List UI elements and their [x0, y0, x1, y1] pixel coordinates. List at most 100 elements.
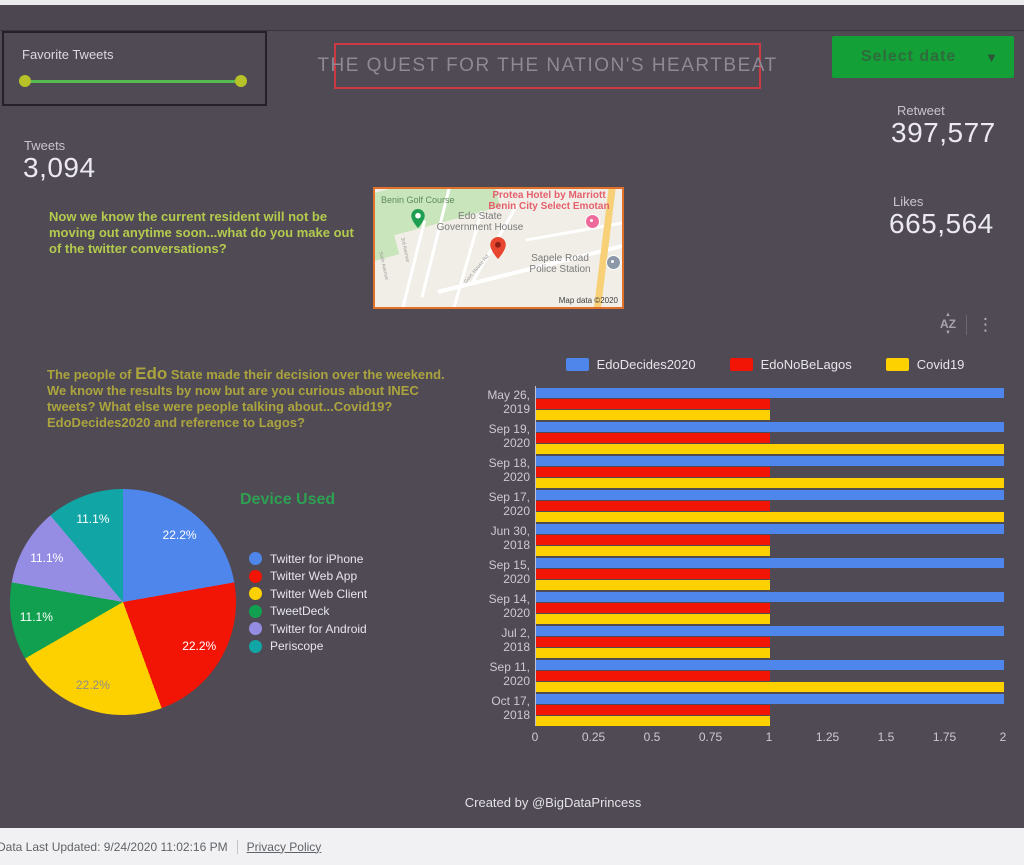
- bar-edodecides2020[interactable]: [536, 694, 1004, 704]
- legend-label: Covid19: [916, 357, 965, 372]
- pie-legend-item[interactable]: Periscope: [249, 638, 367, 656]
- likes-stat-label: Likes: [893, 194, 924, 209]
- select-date-label: Select date: [860, 48, 957, 65]
- bar-edodecides2020[interactable]: [536, 558, 1004, 568]
- bar-group: [536, 692, 1004, 726]
- bar-chart-value-axis: 0 0.25 0.5 0.75 1 1.25 1.5 1.75 2: [531, 730, 1007, 744]
- bar-edonobelagos[interactable]: [536, 671, 770, 681]
- kebab-menu-icon[interactable]: ⋮: [977, 315, 994, 334]
- hotel-label: Protea Hotel by Marriott Benin City Selec…: [488, 190, 610, 212]
- bar-chart-legend: EdoDecides2020 EdoNoBeLagos Covid19: [525, 357, 1005, 372]
- bar-edodecides2020[interactable]: [536, 422, 1004, 432]
- x-axis-tick: 1.5: [877, 730, 895, 744]
- bar-edodecides2020[interactable]: [536, 524, 1004, 534]
- pie-slice-label: 11.1%: [30, 551, 64, 565]
- created-by-credit: Created by @BigDataPrincess: [464, 795, 642, 810]
- legend-label: Twitter Web App: [270, 569, 358, 584]
- pie-legend-item[interactable]: Twitter for iPhone: [249, 550, 367, 568]
- bar-covid19[interactable]: [536, 682, 1004, 692]
- bar-covid19[interactable]: [536, 512, 1004, 522]
- sort-az-label: AZ: [940, 317, 956, 331]
- bar-legend-item[interactable]: EdoDecides2020: [565, 357, 696, 372]
- x-axis-tick: 0.75: [698, 730, 723, 744]
- bar-edodecides2020[interactable]: [536, 592, 1004, 602]
- bar-covid19[interactable]: [536, 580, 770, 590]
- device-used-pie-chart[interactable]: 22.2% 22.2% 22.2% 11.1% 11.1% 11.1%: [10, 489, 236, 715]
- police-station-label: Sapele Road Police Station: [529, 253, 591, 275]
- legend-label: TweetDeck: [270, 604, 330, 619]
- pie-chart-title: Device Used: [240, 491, 336, 508]
- dashboard-title-box: THE QUEST FOR THE NATION'S HEARTBEAT: [317, 43, 776, 89]
- x-axis-tick: 2: [999, 730, 1007, 744]
- x-axis-tick: 0: [531, 730, 539, 744]
- legend-dot: [249, 622, 262, 636]
- favorite-tweets-filter-label: Favorite Tweets: [22, 47, 114, 62]
- bar-covid19[interactable]: [536, 614, 770, 624]
- privacy-policy-link[interactable]: Privacy Policy: [246, 839, 322, 854]
- legend-swatch: [565, 358, 589, 371]
- bar-group: [536, 454, 1004, 488]
- chart-header-controls: ▲ AZ ▼ ⋮: [940, 312, 994, 337]
- x-axis-tick: 1.75: [932, 730, 957, 744]
- bar-edonobelagos[interactable]: [536, 569, 770, 579]
- bar-edonobelagos[interactable]: [536, 705, 770, 715]
- benin-city-map[interactable]: Benin Golf Course Protea Hotel by Marrio…: [373, 187, 624, 309]
- bar-covid19[interactable]: [536, 716, 770, 726]
- bar-edonobelagos[interactable]: [536, 433, 770, 443]
- pie-legend-item[interactable]: Twitter Web App: [249, 568, 367, 586]
- map-copyright: Map data ©2020: [558, 296, 618, 305]
- bar-group: [536, 658, 1004, 692]
- slider-handle-max[interactable]: [235, 75, 247, 87]
- bar-edodecides2020[interactable]: [536, 490, 1004, 500]
- pie-slice-label: 22.2%: [75, 677, 110, 692]
- page-title: THE QUEST FOR THE NATION'S HEARTBEAT: [317, 55, 778, 76]
- bar-group: [536, 386, 1004, 420]
- note-edo-decision: The people of Edo State made their decis…: [47, 364, 445, 430]
- select-date-dropdown[interactable]: Select date ▼: [832, 36, 1014, 78]
- category-label: Sep 11, 2020: [489, 660, 530, 688]
- category-label: Sep 15, 2020: [488, 558, 530, 586]
- legend-dot: [249, 639, 262, 653]
- bar-covid19[interactable]: [536, 444, 1004, 454]
- bar-covid19[interactable]: [536, 648, 770, 658]
- bar-covid19[interactable]: [536, 478, 1004, 488]
- pie-legend-item[interactable]: Twitter Web Client: [249, 585, 367, 603]
- legend-swatch: [885, 358, 909, 371]
- bar-edonobelagos[interactable]: [536, 535, 770, 545]
- bar-group: [536, 522, 1004, 556]
- pie-chart-legend: Twitter for iPhone Twitter Web App Twitter…: [249, 550, 367, 655]
- bar-group: [536, 420, 1004, 454]
- x-axis-tick: 0.25: [581, 730, 606, 744]
- legend-swatch: [729, 358, 753, 371]
- retweet-stat-value: 397,577: [891, 117, 996, 148]
- bar-legend-item[interactable]: EdoNoBeLagos: [729, 357, 852, 372]
- sort-az-icon[interactable]: ▲ AZ ▼: [940, 312, 956, 337]
- edo-emphasis: Edo: [135, 364, 168, 383]
- bar-edodecides2020[interactable]: [536, 660, 1004, 670]
- bar-legend-item[interactable]: Covid19: [885, 357, 965, 372]
- bar-edodecides2020[interactable]: [536, 388, 1004, 398]
- tweets-stat-value: 3,094: [23, 152, 96, 183]
- category-label: Jun 30, 2018: [490, 524, 530, 552]
- pie-slice-label: 11.1%: [76, 512, 110, 527]
- bar-edonobelagos[interactable]: [536, 399, 770, 409]
- category-label: Jul 2, 2018: [501, 626, 530, 654]
- bar-covid19[interactable]: [536, 410, 770, 420]
- pie-legend-item[interactable]: Twitter for Android: [249, 620, 367, 638]
- golf-course-label: Benin Golf Course: [381, 195, 455, 205]
- legend-label: Periscope: [270, 639, 324, 654]
- bar-edonobelagos[interactable]: [536, 603, 770, 613]
- bar-edonobelagos[interactable]: [536, 501, 770, 511]
- chevron-down-icon: ▼: [985, 49, 998, 65]
- bar-edodecides2020[interactable]: [536, 456, 1004, 466]
- bar-group: [536, 556, 1004, 590]
- bar-edonobelagos[interactable]: [536, 467, 770, 477]
- bar-edodecides2020[interactable]: [536, 626, 1004, 636]
- bar-edonobelagos[interactable]: [536, 637, 770, 647]
- sort-down-arrow-icon: ▼: [945, 330, 951, 336]
- pie-legend-item[interactable]: TweetDeck: [249, 603, 367, 621]
- bar-covid19[interactable]: [536, 546, 770, 556]
- legend-dot: [249, 552, 262, 566]
- slider-handle-min[interactable]: [19, 75, 31, 87]
- favorite-tweets-slider[interactable]: [19, 75, 247, 87]
